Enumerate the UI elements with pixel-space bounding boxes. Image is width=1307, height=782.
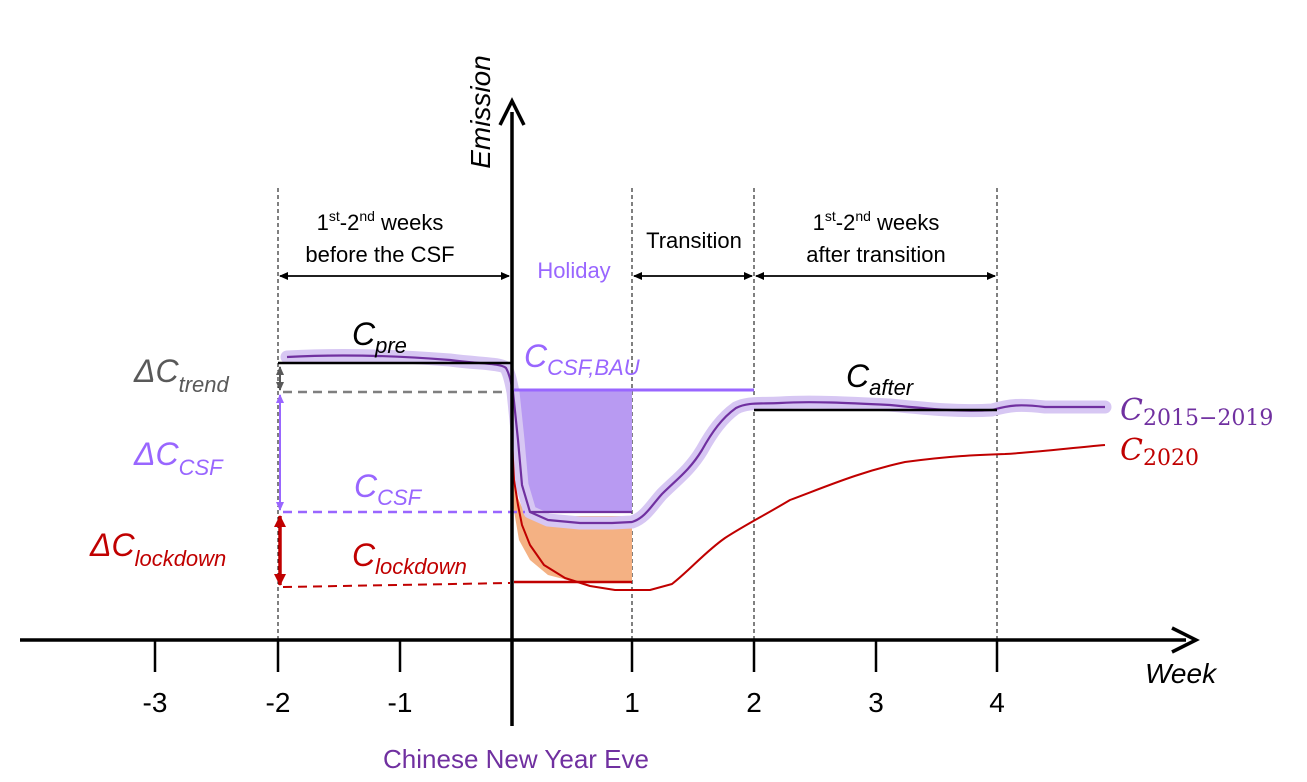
x-axis-arrowhead <box>1171 626 1200 654</box>
x-tick-label: -2 <box>266 687 291 718</box>
series-label-2015-2019: C2015−2019 <box>1120 393 1273 431</box>
holiday-label: Holiday <box>537 258 610 283</box>
x-tick-label: -3 <box>143 687 168 718</box>
c-csf-bau-label: CCSF,BAU <box>524 338 640 380</box>
c-pre-label: Cpre <box>352 316 407 358</box>
c-after-label: Cafter <box>846 358 915 400</box>
y-axis-arrowhead <box>498 97 526 126</box>
csf-effect-area <box>514 390 632 512</box>
x-tick-labels: -3 -2 -1 1 2 3 4 <box>143 687 1005 718</box>
after-period-title: 1st-2nd weeks <box>813 208 940 235</box>
x-tick-label: 1 <box>624 687 640 718</box>
x-tick-label: 4 <box>989 687 1005 718</box>
lockdown-dashed-line <box>282 582 511 588</box>
after-period-subtitle: after transition <box>806 242 945 267</box>
before-period-subtitle: before the CSF <box>305 242 454 267</box>
x-tick-label: 3 <box>868 687 884 718</box>
x-axis-title: Week <box>1145 658 1218 689</box>
delta-csf-label: ΔCCSF <box>133 436 224 480</box>
x-tick-label: -1 <box>388 687 413 718</box>
x-tick-label: 2 <box>746 687 762 718</box>
x-ticks <box>153 640 999 672</box>
delta-trend-label: ΔCtrend <box>133 353 229 397</box>
origin-label: Chinese New Year Eve <box>383 744 649 774</box>
series-label-2020: C2020 <box>1120 433 1199 471</box>
y-axis-title: Emission <box>465 55 496 169</box>
c2020-line <box>511 439 1106 591</box>
lockdown-effect-area <box>512 392 632 582</box>
delta-lockdown-label: ΔClockdown <box>89 527 226 571</box>
c-lockdown-label: Clockdown <box>352 537 467 579</box>
transition-period-title: Transition <box>646 228 742 253</box>
c-csf-label: CCSF <box>354 468 423 510</box>
before-period-title: 1st-2nd weeks <box>317 208 444 235</box>
